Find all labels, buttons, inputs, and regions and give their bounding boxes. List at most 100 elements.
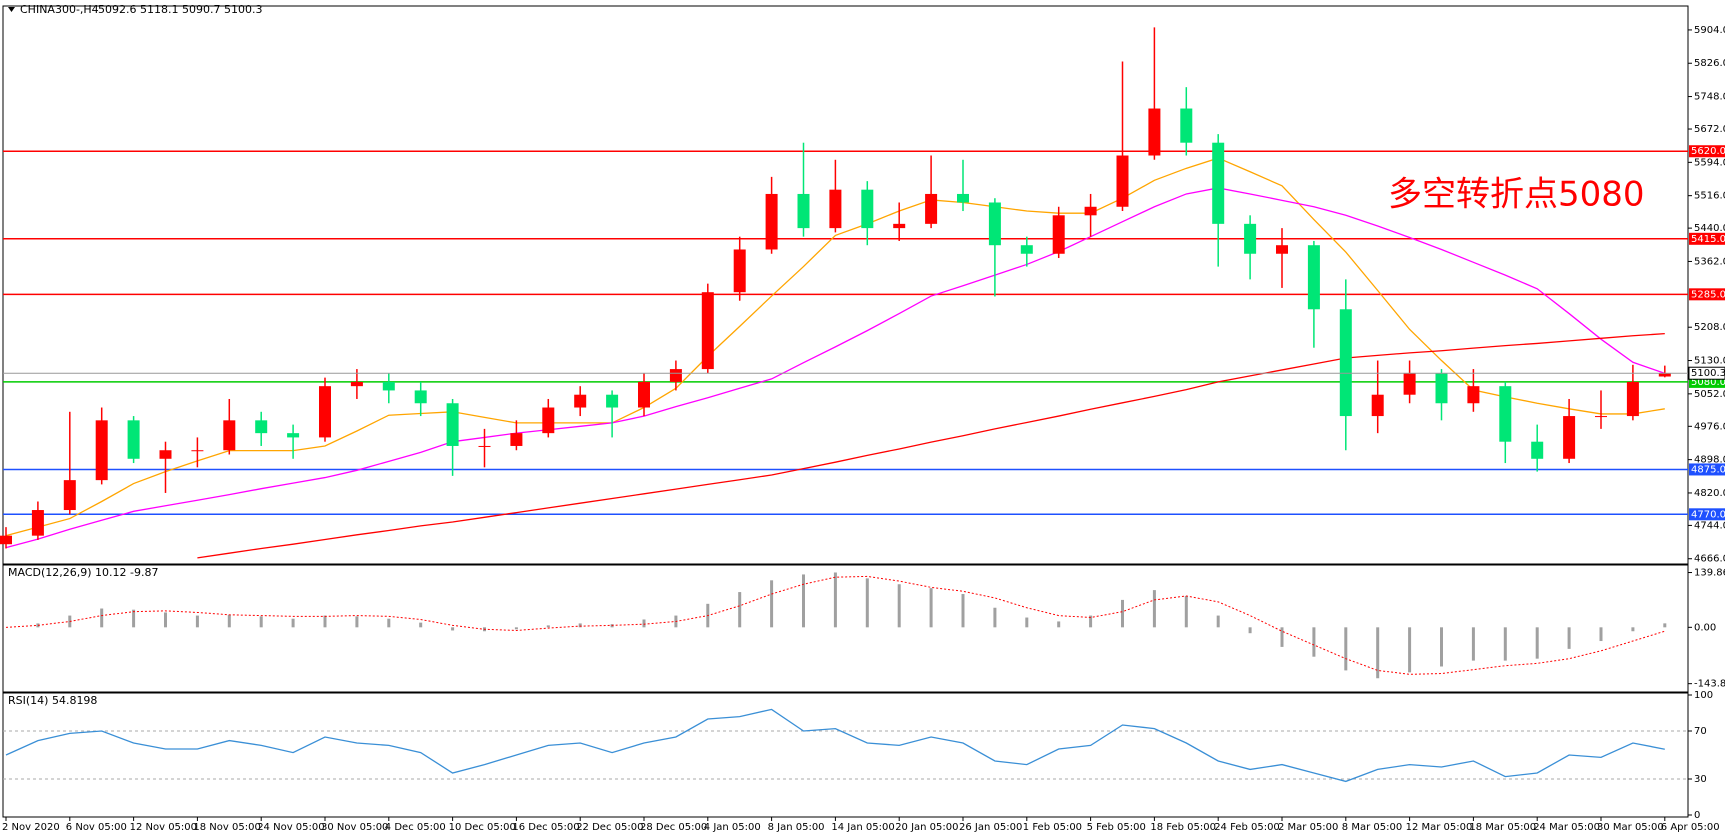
candle-body <box>1148 108 1161 156</box>
y-tick-label: 4666.0 <box>1694 554 1725 565</box>
x-tick-label: 30 Mar 05:00 <box>1597 822 1664 833</box>
candle-body <box>1435 373 1448 404</box>
candle-body <box>765 193 778 250</box>
candle-body <box>638 381 650 408</box>
macd-bar <box>259 616 263 628</box>
menu-arrow[interactable] <box>8 7 15 12</box>
rsi-line <box>5 708 1665 783</box>
signal-line <box>5 575 1665 675</box>
x-tick-label: 6 Nov 05:00 <box>66 822 127 833</box>
candle-body <box>574 394 587 408</box>
macd-title: MACD(12,26,9) 10.12 -9.87 <box>8 566 159 579</box>
macd-panel-frame <box>2 564 1689 693</box>
candle-body <box>1212 142 1225 224</box>
candle-body <box>223 420 236 451</box>
macd-bar <box>100 608 104 628</box>
x-tick-label: 18 Feb 05:00 <box>1150 822 1216 833</box>
macd-bar <box>132 609 136 628</box>
macd-bar <box>1248 627 1252 634</box>
y-tick-label: 4820.0 <box>1694 488 1725 499</box>
y-tick-label: 5052.0 <box>1694 389 1725 400</box>
macd-bar <box>1216 615 1220 628</box>
y-tick-label: 0 <box>1694 810 1700 821</box>
macd-bar <box>897 584 901 628</box>
macd-bar <box>1057 621 1061 628</box>
candle-body <box>319 386 331 438</box>
level-label: 5415.0 <box>1691 234 1725 245</box>
candle-body <box>925 193 938 224</box>
macd-bar <box>195 615 199 628</box>
main-panel-frame <box>2 5 1689 565</box>
y-tick-label: 5516.0 <box>1694 191 1725 202</box>
candle-body <box>797 193 810 229</box>
candle-body <box>1499 386 1512 442</box>
y-tick-label: 100 <box>1694 690 1713 701</box>
y-tick-label: 139.86 <box>1694 568 1725 579</box>
x-tick-label: 26 Jan 05:00 <box>959 822 1022 833</box>
macd-bar <box>865 578 869 628</box>
y-tick-label: 4898.0 <box>1694 455 1725 466</box>
candle-body <box>1563 416 1576 459</box>
macd-bar <box>961 594 965 628</box>
level-label-box <box>1689 508 1725 521</box>
macd-bar <box>1535 627 1539 659</box>
candle-body <box>829 189 842 229</box>
candle-body <box>95 420 108 481</box>
y-tick-label: 4976.0 <box>1694 421 1725 432</box>
moving-average <box>197 332 1665 559</box>
macd-bar <box>802 574 805 628</box>
moving-average <box>5 187 1666 549</box>
candle-body <box>1116 155 1129 207</box>
y-tick-label: 5904.0 <box>1694 25 1725 36</box>
candle-body <box>350 381 363 387</box>
macd-bar <box>1152 590 1156 628</box>
candle-body <box>988 202 1001 246</box>
chart-title: CHINA300-,H4 <box>20 3 99 16</box>
macd-bar <box>929 588 933 628</box>
x-tick-label: 28 Dec 05:00 <box>640 822 707 833</box>
macd-bar <box>1440 627 1443 667</box>
candle-body <box>31 510 44 536</box>
last-price-box <box>1688 366 1725 380</box>
macd-bar <box>1408 627 1412 673</box>
x-tick-label: 30 Nov 05:00 <box>321 822 388 833</box>
macd-bar <box>355 616 359 628</box>
x-tick-label: 4 Dec 05:00 <box>385 822 446 833</box>
candle-body <box>1595 416 1607 418</box>
x-tick-label: 24 Nov 05:00 <box>257 822 324 833</box>
x-tick-label: 20 Jan 05:00 <box>895 822 958 833</box>
x-tick-label: 6 Apr 05:00 <box>1661 822 1720 833</box>
y-tick-label: 5826.0 <box>1694 58 1725 69</box>
macd-bar <box>387 618 391 628</box>
level-label: 5620.0 <box>1691 146 1725 157</box>
y-tick-label: 5594.0 <box>1694 157 1725 168</box>
moving-average <box>5 157 1665 537</box>
level-label: 5080.0 <box>1691 377 1725 388</box>
macd-bar <box>1376 627 1380 679</box>
chart-subtitle: 5092.6 5118.1 5090.7 5100.3 <box>98 3 262 16</box>
macd-bar <box>1631 627 1635 632</box>
x-tick-label: 2 Nov 2020 <box>2 822 60 833</box>
candle-body <box>255 420 268 434</box>
x-tick-label: 18 Nov 05:00 <box>193 822 260 833</box>
candle-body <box>127 420 140 459</box>
y-tick-label: 4744.0 <box>1694 520 1725 531</box>
candle-body <box>1371 394 1384 417</box>
candle-body <box>159 450 172 459</box>
level-label-box <box>1689 288 1725 301</box>
candle-body <box>893 223 906 229</box>
candle-body <box>1467 386 1480 404</box>
macd-bar <box>227 614 231 628</box>
macd-bar <box>1471 627 1475 661</box>
macd-bar <box>1599 627 1603 642</box>
macd-bar <box>1344 627 1348 671</box>
x-tick-label: 12 Mar 05:00 <box>1406 822 1473 833</box>
macd-bar <box>642 619 646 628</box>
candle-body <box>1020 245 1033 254</box>
annotation: 多空转折点5080 <box>1388 175 1645 215</box>
candle-body <box>1052 215 1065 254</box>
macd-bar <box>1184 595 1188 628</box>
candle-body <box>1084 206 1097 216</box>
x-tick-label: 5 Feb 05:00 <box>1087 822 1146 833</box>
